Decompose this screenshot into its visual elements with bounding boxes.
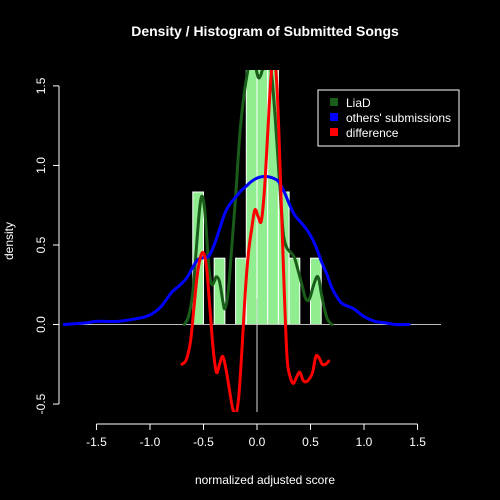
x-tick-label: -0.5: [193, 435, 214, 449]
axes-layer: -1.5 -1.0 -0.5 0.0 0.5 1.0 1.5 -0.5 0.0 0.5 1.0 1.5: [34, 77, 426, 449]
x-tick-label: 1.0: [356, 435, 373, 449]
x-tick-label: -1.0: [140, 435, 161, 449]
legend-swatch-difference: [330, 128, 338, 136]
histogram-bar: [245, 70, 258, 326]
legend-label-liad: LiaD: [346, 96, 371, 110]
legend-label-others: others' submissions: [346, 111, 451, 125]
x-tick-label: 0.5: [302, 435, 319, 449]
series-layer: [62, 70, 411, 412]
chart-title: Density / Histogram of Submitted Songs: [131, 23, 399, 39]
y-axis-label: density: [2, 222, 16, 260]
y-tick-label: -0.5: [34, 393, 48, 414]
x-axis-label: normalized adjusted score: [195, 473, 335, 487]
x-tick-label: 1.5: [409, 435, 426, 449]
x-tick-label: -1.5: [86, 435, 107, 449]
y-tick-label: 1.0: [34, 157, 48, 174]
series-line-difference: [180, 70, 331, 412]
legend-swatch-liad: [330, 98, 338, 106]
legend-box: [317, 89, 460, 147]
histogram-bar: [213, 257, 226, 326]
y-tick-label: 0.5: [34, 236, 48, 253]
legend: LiaD others' submissions difference: [317, 89, 460, 147]
legend-label-difference: difference: [346, 126, 399, 140]
reference-lines: [72, 299, 442, 412]
y-tick-label: 0.0: [34, 316, 48, 333]
series-line-liad: [182, 70, 334, 327]
series-line-others: [62, 174, 411, 327]
y-tick-label: 1.5: [34, 77, 48, 94]
legend-swatch-others: [330, 113, 338, 121]
x-tick-label: 0.0: [249, 435, 266, 449]
